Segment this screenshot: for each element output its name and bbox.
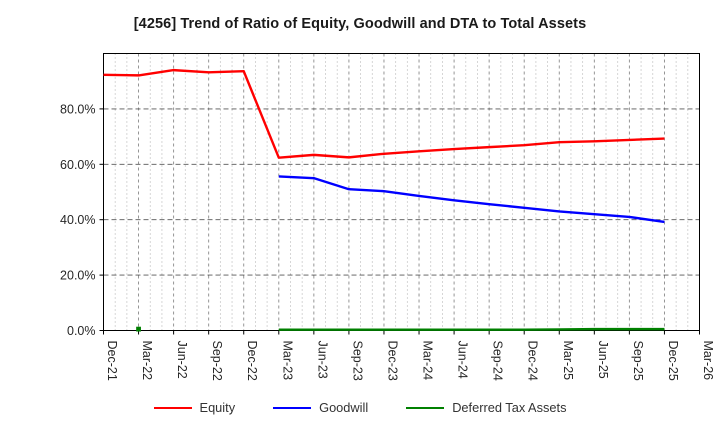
x-axis-ticks xyxy=(103,330,700,335)
svg-text:Jun-22: Jun-22 xyxy=(175,341,189,379)
svg-text:Mar-26: Mar-26 xyxy=(701,341,715,381)
svg-text:Dec-23: Dec-23 xyxy=(385,341,399,381)
data-series-lines xyxy=(103,68,665,332)
svg-text:40.0%: 40.0% xyxy=(60,213,95,227)
y-axis-tick-labels: 0.0% 20.0% 40.0% 60.0% 80.0% xyxy=(60,102,95,338)
legend-swatch-icon xyxy=(153,406,192,409)
legend-item-deferred-tax-assets[interactable]: Deferred Tax Assets xyxy=(406,400,566,415)
svg-text:Dec-22: Dec-22 xyxy=(245,341,259,381)
svg-text:Jun-24: Jun-24 xyxy=(456,341,470,379)
legend-item-equity[interactable]: Equity xyxy=(153,400,236,415)
svg-text:0.0%: 0.0% xyxy=(67,324,96,338)
x-axis-tick-labels: Dec-21 Mar-22 Jun-22 Sep-22 Dec-22 Mar-23 Jun-… xyxy=(105,341,715,381)
major-gridlines xyxy=(103,108,700,276)
plot-frame xyxy=(103,53,700,331)
svg-text:20.0%: 20.0% xyxy=(60,269,95,283)
legend-item-goodwill[interactable]: Goodwill xyxy=(273,400,368,415)
y-axis-ticks xyxy=(99,108,104,331)
legend-swatch-icon xyxy=(273,406,312,409)
svg-text:Mar-25: Mar-25 xyxy=(561,341,575,381)
svg-text:Dec-21: Dec-21 xyxy=(105,341,119,381)
chart-legend: Equity Goodwill Deferred Tax Assets xyxy=(0,400,720,415)
legend-item-label: Goodwill xyxy=(319,400,369,415)
svg-text:Dec-25: Dec-25 xyxy=(666,341,680,381)
svg-text:80.0%: 80.0% xyxy=(60,102,95,116)
legend-item-label: Equity xyxy=(199,400,236,415)
chart-title: [4256] Trend of Ratio of Equity, Goodwil… xyxy=(133,16,587,32)
svg-text:60.0%: 60.0% xyxy=(60,158,95,172)
svg-text:Jun-25: Jun-25 xyxy=(596,341,610,379)
svg-text:Sep-24: Sep-24 xyxy=(491,341,505,381)
minor-gridlines xyxy=(114,53,689,331)
legend-swatch-icon xyxy=(406,406,445,409)
svg-text:Sep-23: Sep-23 xyxy=(350,341,364,381)
legend-item-label: Deferred Tax Assets xyxy=(452,400,567,415)
svg-text:Sep-25: Sep-25 xyxy=(631,341,645,381)
svg-text:Mar-24: Mar-24 xyxy=(421,341,435,381)
svg-text:Mar-23: Mar-23 xyxy=(280,341,294,381)
svg-text:Mar-22: Mar-22 xyxy=(140,341,154,381)
svg-text:Dec-24: Dec-24 xyxy=(526,341,540,381)
svg-text:Sep-22: Sep-22 xyxy=(210,341,224,381)
svg-text:Jun-23: Jun-23 xyxy=(315,341,329,379)
